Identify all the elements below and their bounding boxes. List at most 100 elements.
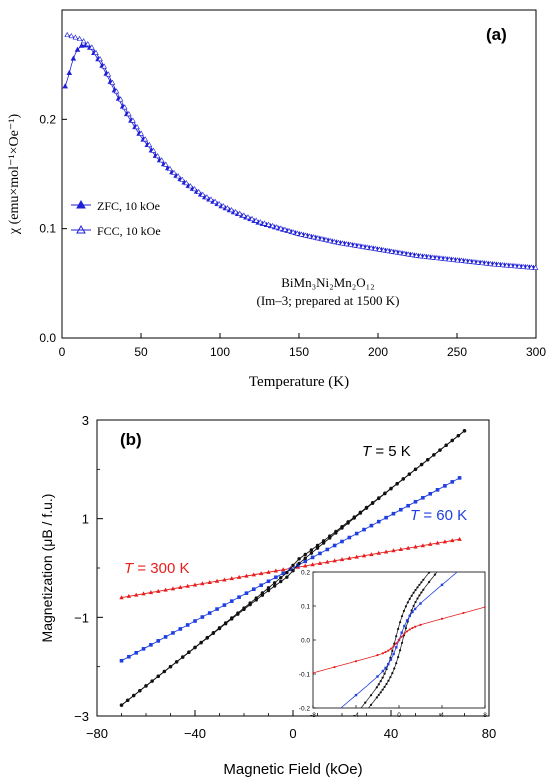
data-point-fcc (171, 169, 177, 175)
panel-b-x-tick-label: 80 (482, 726, 496, 741)
data-point-300k (229, 576, 234, 581)
data-point-5k (456, 433, 461, 438)
inset-point-300k (395, 642, 398, 645)
inset-point-5k (400, 615, 404, 618)
data-point-300k (236, 574, 242, 579)
data-point-fcc (105, 71, 112, 77)
inset-point-5k (416, 586, 419, 589)
inset-point-60k (413, 607, 417, 611)
inset-point-300k (400, 635, 403, 638)
data-point-fcc (450, 256, 457, 262)
data-point-5k (438, 448, 442, 452)
inset-point-5k (397, 627, 400, 631)
data-point-60k (391, 511, 396, 516)
data-point-fcc (208, 196, 214, 202)
data-point-300k (170, 586, 176, 591)
inset-point-5k (391, 649, 394, 653)
panel-a-annotation-conditions: (Im–3; prepared at 1500 K) (257, 293, 400, 308)
data-point-fcc (327, 237, 333, 243)
inset-point-5k (457, 535, 459, 537)
data-point-fcc (471, 259, 477, 265)
data-point-zfc (78, 42, 85, 48)
data-point-300k (325, 559, 330, 564)
inset-point-60k (389, 658, 393, 661)
inset-point-5k (480, 506, 482, 508)
data-point-fcc (162, 161, 169, 167)
inset-point-5k (391, 672, 394, 675)
data-point-300k (354, 554, 359, 559)
data-point-fcc (442, 255, 448, 261)
data-point-fcc (475, 259, 481, 265)
data-point-fcc (499, 262, 506, 268)
data-point-300k (222, 577, 227, 582)
data-point-fcc (446, 256, 453, 262)
inset-point-5k (414, 600, 417, 604)
data-point-5k (199, 640, 203, 645)
panel-a-x-axis-label: Temperature (K) (249, 374, 349, 390)
data-point-fcc (158, 157, 165, 163)
inset-point-60k (419, 602, 422, 605)
panel-a-data-marks (62, 31, 539, 270)
data-point-fcc (388, 248, 395, 254)
panel-b-label: (b) (120, 430, 142, 449)
inset-point-5k (395, 635, 398, 638)
inset-point-5k (395, 662, 398, 665)
data-point-300k (163, 587, 168, 592)
data-point-5k (272, 584, 277, 588)
inset-point-5k (358, 709, 360, 711)
inset-point-5k (364, 701, 367, 704)
panel-a-x-tick-label: 250 (447, 345, 467, 359)
inset-point-300k (392, 645, 395, 648)
inset-ticks: -8 -4 0 4 8 -0.2 -0.1 0.0 0.1 0.2 (299, 570, 487, 720)
data-point-60k (332, 543, 337, 548)
inset-point-5k (383, 672, 386, 675)
data-point-fcc (491, 261, 498, 267)
data-point-5k (462, 429, 467, 433)
data-point-zfc (66, 69, 73, 75)
data-point-fcc (138, 130, 144, 136)
data-point-fcc (167, 165, 173, 171)
data-point-fcc (401, 250, 407, 256)
panel-b-x-tick-label: 0 (289, 726, 296, 741)
data-point-5k (389, 486, 393, 491)
data-point-60k (443, 484, 447, 488)
data-point-fcc (126, 110, 132, 117)
data-point-300k (156, 588, 161, 593)
data-point-fcc (142, 136, 149, 142)
data-point-zfc (62, 83, 68, 89)
panel-b-ticks: −80 −40 0 40 80−3−113 (74, 413, 496, 741)
panel-a-label: (a) (486, 25, 507, 44)
data-point-5k (358, 510, 363, 515)
inset-point-5k (387, 679, 390, 682)
inset-point-5k (341, 730, 343, 732)
data-point-fcc (335, 239, 342, 245)
panel-b-y-tick-label: −3 (74, 709, 89, 724)
inset-point-60k (440, 583, 444, 587)
data-point-fcc (528, 264, 535, 270)
data-point-5k (193, 645, 197, 649)
data-point-fcc (298, 231, 305, 237)
data-point-60k (185, 623, 190, 627)
data-point-300k (413, 544, 418, 549)
data-point-fcc (368, 245, 375, 251)
data-point-fcc (339, 240, 346, 246)
inset-y-tick-label: 0.2 (301, 570, 310, 577)
data-point-300k (214, 578, 220, 583)
data-point-60k (244, 591, 249, 595)
inset-point-5k (400, 641, 404, 645)
data-point-fcc (265, 221, 272, 227)
inset-point-5k (410, 594, 413, 597)
data-point-fcc (302, 232, 309, 238)
data-point-60k (347, 535, 352, 540)
data-point-fcc (405, 251, 411, 257)
data-point-fcc (343, 240, 350, 247)
panel-b: −80 −40 0 40 80−3−113 (b) Magnetic Field (kO… (39, 413, 496, 778)
data-point-fcc (80, 38, 87, 44)
data-point-300k (273, 568, 279, 573)
panel-a-x-tick-label: 200 (368, 345, 388, 359)
data-point-5k (432, 453, 436, 457)
inset-point-5k (335, 738, 337, 740)
data-point-300k (185, 583, 190, 588)
panel-a-x-tick-label: 50 (134, 345, 148, 359)
data-point-60k (369, 523, 374, 528)
